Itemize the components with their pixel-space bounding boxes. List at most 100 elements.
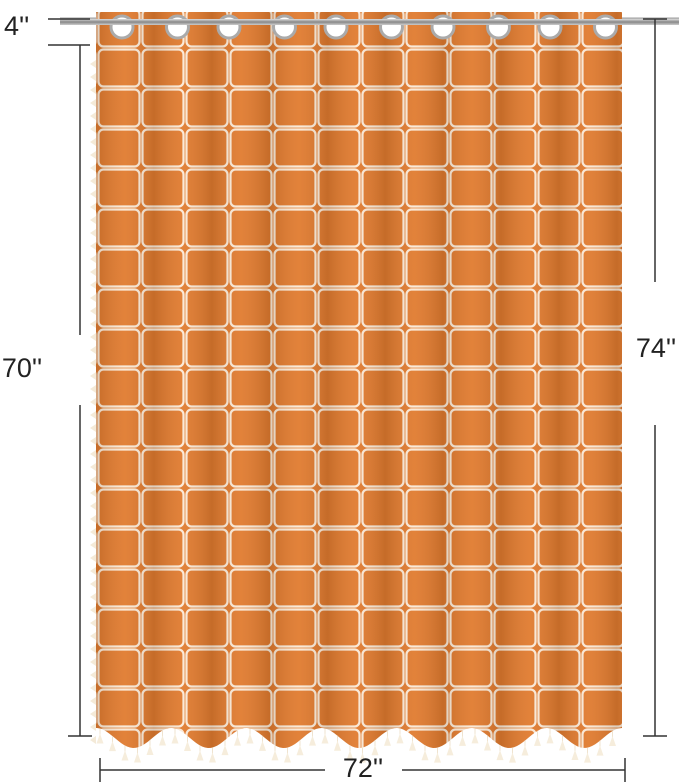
- tassel: [90, 463, 96, 471]
- tassel: [90, 645, 96, 653]
- dimension-lines: [48, 18, 667, 782]
- tassel: [484, 740, 491, 751]
- tassel: [596, 745, 604, 756]
- tassel: [559, 740, 566, 751]
- tassel: [571, 750, 579, 761]
- tassel: [409, 740, 416, 751]
- curtain-shading: [96, 12, 622, 748]
- tassel: [509, 752, 516, 763]
- tassel: [90, 112, 96, 120]
- tassel: [90, 294, 96, 302]
- tassel: [534, 735, 541, 746]
- tassel: [90, 450, 96, 458]
- tassel: [90, 385, 96, 393]
- tassel: [90, 255, 96, 263]
- tassel: [90, 268, 96, 276]
- tassel: [171, 733, 179, 744]
- tassel: [446, 745, 454, 756]
- tassel: [90, 619, 96, 627]
- curtain: [60, 12, 679, 763]
- tassel: [90, 489, 96, 497]
- tassel: [90, 710, 96, 718]
- dimension-label: 4'': [4, 11, 29, 41]
- tassel: [134, 752, 141, 763]
- curtain-rod: [60, 19, 679, 25]
- tassel: [496, 750, 504, 761]
- dimension-label: 70'': [2, 353, 42, 383]
- tassel: [234, 735, 241, 746]
- tassel: [90, 190, 96, 198]
- tassel: [90, 515, 96, 523]
- tassel: [90, 502, 96, 510]
- tassel: [90, 203, 96, 211]
- tassel: [584, 752, 591, 763]
- tassel: [384, 735, 391, 746]
- tassel: [121, 750, 129, 761]
- tassel: [90, 99, 96, 107]
- tassel: [396, 733, 404, 744]
- dimension-label: 72'': [343, 753, 383, 783]
- tassel: [90, 632, 96, 640]
- tassel: [90, 684, 96, 692]
- tassel: [90, 541, 96, 549]
- tassel: [90, 216, 96, 224]
- tassel: [346, 750, 354, 761]
- tassel: [159, 735, 166, 746]
- tassel: [90, 606, 96, 614]
- tassel: [334, 740, 341, 751]
- tassel: [90, 723, 96, 731]
- tassel: [184, 740, 191, 751]
- tassel: [90, 73, 96, 81]
- tassel: [546, 733, 554, 744]
- tassel: [246, 733, 254, 744]
- tassel: [90, 229, 96, 237]
- tassel: [96, 733, 104, 744]
- tassel: [90, 697, 96, 705]
- tassel: [359, 752, 366, 763]
- tassel: [90, 164, 96, 172]
- tassel: [146, 744, 154, 755]
- tassel: [434, 752, 441, 763]
- tassel: [90, 658, 96, 666]
- tassel: [471, 733, 479, 744]
- tassel: [321, 733, 329, 744]
- tassel: [296, 745, 304, 756]
- tassel: [371, 745, 379, 756]
- tassel: [90, 60, 96, 68]
- tassel: [609, 735, 616, 746]
- tassel: [90, 333, 96, 341]
- tassel: [90, 138, 96, 146]
- tassel: [259, 740, 266, 751]
- tassel: [421, 750, 429, 761]
- tassel: [209, 752, 216, 763]
- tassel: [90, 528, 96, 536]
- tassel: [90, 125, 96, 133]
- tassel: [90, 476, 96, 484]
- tassel: [221, 745, 229, 756]
- tassel: [90, 437, 96, 445]
- tassel: [90, 307, 96, 315]
- tassel: [90, 736, 96, 744]
- tassel: [90, 86, 96, 94]
- tassel: [196, 750, 204, 761]
- tassel: [90, 398, 96, 406]
- tassel: [90, 593, 96, 601]
- tassel: [109, 741, 116, 752]
- tassel: [90, 281, 96, 289]
- tassel: [90, 411, 96, 419]
- tassel: [309, 735, 316, 746]
- tassel: [90, 424, 96, 432]
- tassel: [90, 359, 96, 367]
- tassel: [90, 554, 96, 562]
- tassel: [271, 750, 279, 761]
- tassel: [90, 242, 96, 250]
- tassel: [90, 580, 96, 588]
- tassel: [459, 735, 466, 746]
- dimension-label: 74'': [636, 333, 676, 363]
- tassel: [90, 567, 96, 575]
- tassel: [90, 177, 96, 185]
- tassel: [90, 671, 96, 679]
- tassel: [284, 752, 291, 763]
- tassel: [521, 745, 529, 756]
